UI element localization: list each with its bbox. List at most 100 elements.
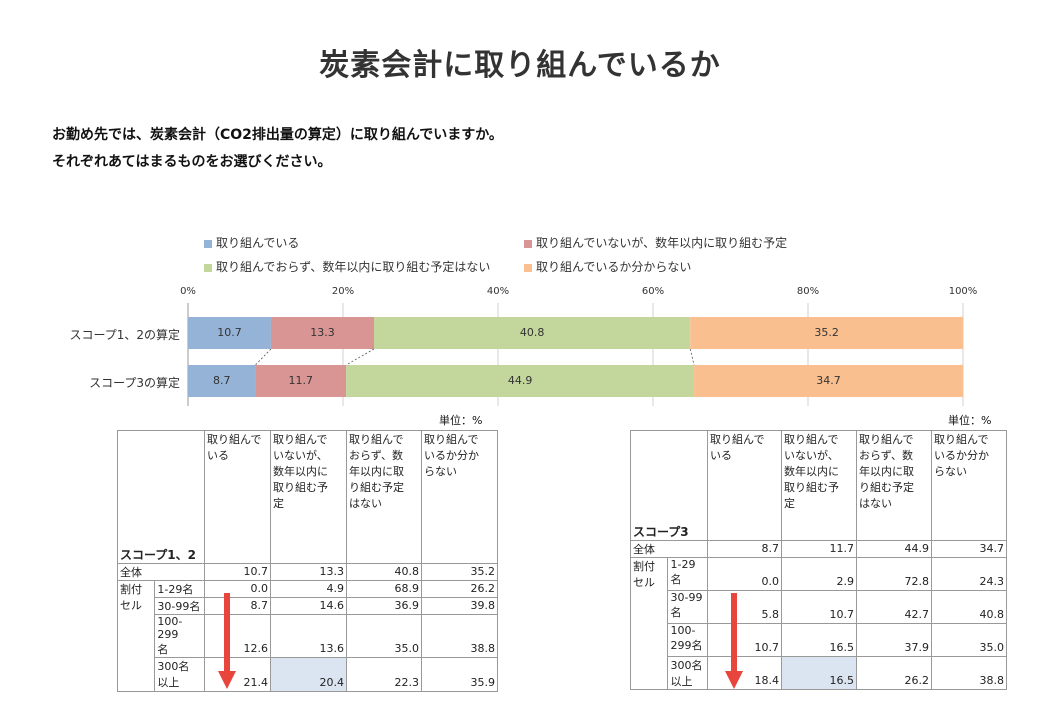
table-cell: 26.2 — [856, 656, 932, 690]
table-cell: 44.9 — [856, 540, 932, 558]
table-row-label: 300名 以上 — [667, 656, 708, 690]
bar-value-label: 13.3 — [310, 326, 335, 339]
table-cell: 40.8 — [931, 590, 1007, 624]
table-row-label: 30-99名 — [154, 597, 205, 615]
trend-arrow-down-right-icon — [725, 593, 743, 689]
table-group-label: 割付 セル — [116, 580, 156, 692]
table-cell: 40.8 — [346, 563, 422, 581]
table-header: 取り組んで いるか分か らない — [421, 430, 498, 564]
legend-label-not-planned: 取り組んでおらず、数年以内に取り組む予定はない — [216, 260, 491, 274]
table-cell: 72.8 — [856, 557, 932, 591]
bar-segment — [374, 317, 691, 349]
x-tick-label: 20% — [331, 286, 355, 297]
series-connector-line — [255, 348, 272, 366]
table-row-label: 1-29名 — [154, 580, 205, 598]
table-group-label: 割付 セル — [629, 557, 669, 690]
table-cell: 16.5 — [781, 623, 857, 657]
table-cell: 10.7 — [781, 590, 857, 624]
table-cell: 35.9 — [421, 657, 498, 692]
bar-value-label: 44.9 — [507, 374, 533, 387]
table-row-label: 100- 299名 — [667, 623, 708, 657]
legend-item-not-planned: 取り組んでおらず、数年以内に取り組む予定はない — [204, 258, 490, 275]
legend-swatch-not-planned — [204, 263, 212, 272]
table-row-label: 100-299 名 — [154, 614, 205, 658]
bar-segment — [188, 365, 256, 397]
question-line-1: お勤め先では、炭素会計（CO2排出量の算定）に取り組んでいますか。 — [52, 127, 503, 143]
table-header: 取り組んで いないが、 数年以内に 取り組む予 定 — [781, 430, 857, 541]
question-line-2: それぞれあてはまるものをお選びください。 — [52, 154, 332, 170]
bar-segment — [270, 317, 374, 349]
table-cell: 12.6 — [204, 614, 271, 658]
table-cell: 37.9 — [856, 623, 932, 657]
legend-swatch-planned — [524, 239, 532, 248]
bar-segment — [346, 365, 695, 397]
bar-segment — [690, 317, 963, 349]
table-header: 取り組んで いる — [204, 430, 271, 564]
table-total-label: 全体 — [630, 540, 708, 558]
table-header: 取り組んで いる — [707, 430, 782, 541]
table-row-label: 300名 以上 — [154, 657, 205, 692]
table-cell: 26.2 — [421, 580, 498, 598]
x-tick-label: 60% — [641, 286, 665, 297]
table-cell: 68.9 — [346, 580, 422, 598]
x-tick-label: 40% — [486, 286, 510, 297]
table-cell: 2.9 — [781, 557, 857, 591]
table-cell: 38.8 — [931, 656, 1007, 690]
legend-item-doing: 取り組んでいる — [204, 234, 299, 251]
bar-segment — [694, 365, 963, 397]
table-cell: 34.7 — [931, 540, 1007, 558]
legend-label-unknown: 取り組んでいるか分からない — [536, 260, 692, 274]
table-cell: 8.7 — [707, 540, 782, 558]
table-cell: 18.4 — [707, 656, 782, 690]
table-cell: 13.6 — [270, 614, 347, 658]
table-cell: 35.2 — [421, 563, 498, 581]
bar-value-label: 11.7 — [288, 374, 314, 387]
table-cell-highlight: 20.4 — [270, 657, 347, 692]
table-cell: 4.9 — [270, 580, 347, 598]
legend-label-planned: 取り組んでいないが、数年以内に取り組む予定 — [536, 236, 788, 250]
table-cell: 0.0 — [707, 557, 782, 591]
table-cell: 14.6 — [270, 597, 347, 615]
table-scope-label: スコープ3 — [633, 525, 689, 539]
bar-segment — [255, 365, 347, 397]
table-header: 取り組んで いないが、 数年以内に 取り組む予 定 — [270, 430, 347, 564]
table-cell: 35.0 — [346, 614, 422, 658]
trend-arrow-down-left-icon — [218, 593, 236, 689]
bar-value-label: 34.7 — [816, 374, 841, 387]
unit-label-left: 単位：% — [439, 414, 483, 427]
table-cell: 8.7 — [204, 597, 271, 615]
x-tick-label: 0% — [180, 286, 196, 297]
table-row-label: 1-29 名 — [667, 557, 708, 591]
table-cell: 22.3 — [346, 657, 422, 692]
table-cell: 5.8 — [707, 590, 782, 624]
series-connector-line — [345, 348, 375, 366]
bar-value-label: 35.2 — [814, 326, 839, 339]
unit-label-right: 単位：% — [948, 414, 992, 427]
bar-value-label: 10.7 — [217, 326, 242, 339]
table-cell: 35.0 — [931, 623, 1007, 657]
table-corner: スコープ1、2 — [117, 430, 205, 564]
bar-value-label: 8.7 — [212, 374, 231, 387]
table-header: 取り組んで いるか分か らない — [931, 430, 1007, 541]
table-corner: スコープ3 — [630, 430, 708, 541]
data-table-scope3: スコープ3 取り組んで いる 取り組んで いないが、 数年以内に 取り組む予 定… — [629, 430, 1007, 690]
table-cell: 10.7 — [707, 623, 782, 657]
x-tick-label: 80% — [796, 286, 820, 297]
table-cell-highlight: 16.5 — [781, 656, 857, 690]
x-tick-label: 100% — [948, 286, 978, 297]
bar-value-label: 40.8 — [519, 326, 545, 339]
legend-item-unknown: 取り組んでいるか分からない — [524, 258, 691, 275]
table-cell: 10.7 — [204, 563, 271, 581]
legend-item-planned: 取り組んでいないが、数年以内に取り組む予定 — [524, 234, 787, 251]
table-header: 取り組んで おらず、数 年以内に取 り組む予定 はない — [346, 430, 422, 564]
table-cell: 36.9 — [346, 597, 422, 615]
table-scope-label: スコープ1、2 — [120, 548, 196, 562]
page-title: 炭素会計に取り組んでいるか — [319, 48, 721, 83]
table-cell: 24.3 — [931, 557, 1007, 591]
series-connector-line — [689, 348, 695, 366]
table-cell: 38.8 — [421, 614, 498, 658]
stacked-bar-chart — [187, 303, 964, 406]
table-cell: 39.8 — [421, 597, 498, 615]
category-label: スコープ3の算定 — [89, 376, 180, 390]
table-cell: 0.0 — [204, 580, 271, 598]
